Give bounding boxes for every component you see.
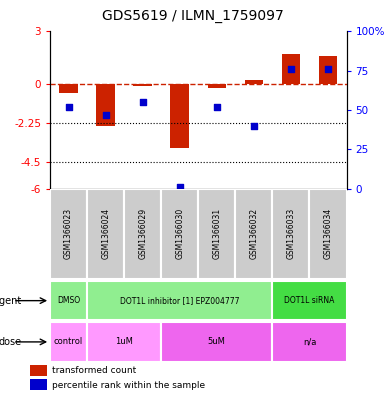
- Text: agent: agent: [0, 296, 21, 306]
- Text: dose: dose: [0, 337, 21, 347]
- Bar: [235, 189, 273, 279]
- Text: 1uM: 1uM: [115, 338, 133, 346]
- Bar: [171, 84, 189, 149]
- Text: 5uM: 5uM: [208, 338, 226, 346]
- Bar: [273, 281, 346, 320]
- Bar: [87, 281, 273, 320]
- Bar: [50, 322, 87, 362]
- Text: DOT1L siRNA: DOT1L siRNA: [284, 296, 335, 305]
- Text: control: control: [54, 338, 83, 346]
- Bar: [87, 189, 124, 279]
- Point: [102, 112, 109, 118]
- Text: DOT1L inhibitor [1] EPZ004777: DOT1L inhibitor [1] EPZ004777: [120, 296, 239, 305]
- Text: percentile rank within the sample: percentile rank within the sample: [52, 381, 205, 389]
- Bar: [319, 56, 337, 84]
- Text: GSM1366030: GSM1366030: [175, 208, 184, 259]
- Bar: [208, 84, 226, 88]
- Point: [325, 66, 331, 72]
- Point: [65, 104, 72, 110]
- Bar: [310, 189, 346, 279]
- Point: [177, 184, 183, 190]
- Text: GSM1366034: GSM1366034: [323, 208, 333, 259]
- Point: [140, 99, 146, 105]
- Text: GSM1366029: GSM1366029: [138, 208, 147, 259]
- Text: transformed count: transformed count: [52, 366, 136, 375]
- Bar: [124, 189, 161, 279]
- Bar: [273, 189, 310, 279]
- Text: DMSO: DMSO: [57, 296, 80, 305]
- Bar: [30, 380, 47, 391]
- Text: n/a: n/a: [303, 338, 316, 346]
- Point: [251, 123, 257, 129]
- Bar: [198, 189, 235, 279]
- Bar: [50, 281, 87, 320]
- Text: GSM1366032: GSM1366032: [249, 208, 258, 259]
- Bar: [59, 84, 78, 93]
- Bar: [96, 84, 115, 126]
- Bar: [244, 80, 263, 84]
- Bar: [87, 322, 161, 362]
- Text: GSM1366023: GSM1366023: [64, 208, 73, 259]
- Bar: [273, 322, 346, 362]
- Bar: [30, 365, 47, 376]
- Bar: [50, 189, 87, 279]
- Text: GSM1366024: GSM1366024: [101, 208, 110, 259]
- Bar: [161, 322, 273, 362]
- Point: [288, 66, 294, 72]
- Bar: [161, 189, 198, 279]
- Text: GSM1366031: GSM1366031: [212, 208, 221, 259]
- Point: [214, 104, 220, 110]
- Bar: [134, 84, 152, 86]
- Bar: [282, 54, 300, 84]
- Text: GSM1366033: GSM1366033: [286, 208, 295, 259]
- Text: GDS5619 / ILMN_1759097: GDS5619 / ILMN_1759097: [102, 9, 283, 23]
